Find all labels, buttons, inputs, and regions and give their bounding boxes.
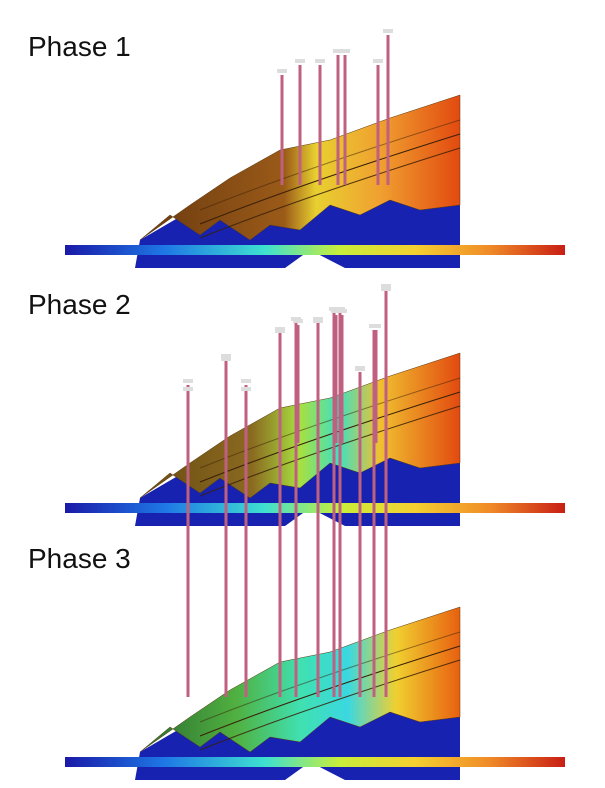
model-layer (199, 133, 461, 225)
well-tag (373, 59, 383, 63)
well-tag (383, 29, 393, 33)
well-tag (355, 367, 365, 371)
phase-panel: Phase 1 (28, 29, 565, 268)
well-tag (381, 284, 391, 288)
well-tag (340, 49, 350, 53)
well-tag (241, 379, 251, 383)
model-layer (199, 119, 461, 211)
well-tag (333, 49, 343, 53)
model-layer (199, 645, 461, 737)
well-tag (277, 69, 287, 73)
phase-label: Phase 1 (28, 31, 131, 62)
phase-label: Phase 3 (28, 543, 131, 574)
well-tag (295, 59, 305, 63)
well-tag (275, 327, 285, 331)
well-tag (335, 307, 345, 311)
well-tag (381, 287, 391, 291)
color-bar (65, 245, 565, 255)
well-tag (329, 307, 339, 311)
well-tag (313, 317, 323, 321)
color-bar (65, 503, 565, 513)
well-tag (221, 354, 231, 358)
well-tag (221, 357, 231, 361)
well-tag (183, 379, 193, 383)
model-layer (199, 631, 461, 723)
phase-panel: Phase 3 (28, 287, 565, 780)
model-layer (199, 659, 461, 751)
well-tag (241, 387, 251, 391)
well-tag (291, 317, 301, 321)
panels: Phase 1 Phase 2 Phase 3 (28, 29, 565, 780)
model-layer (199, 147, 461, 239)
well-tag (183, 387, 193, 391)
color-bar (65, 757, 565, 767)
well-tag (369, 324, 379, 328)
phase-label: Phase 2 (28, 289, 131, 320)
well-tag (315, 59, 325, 63)
